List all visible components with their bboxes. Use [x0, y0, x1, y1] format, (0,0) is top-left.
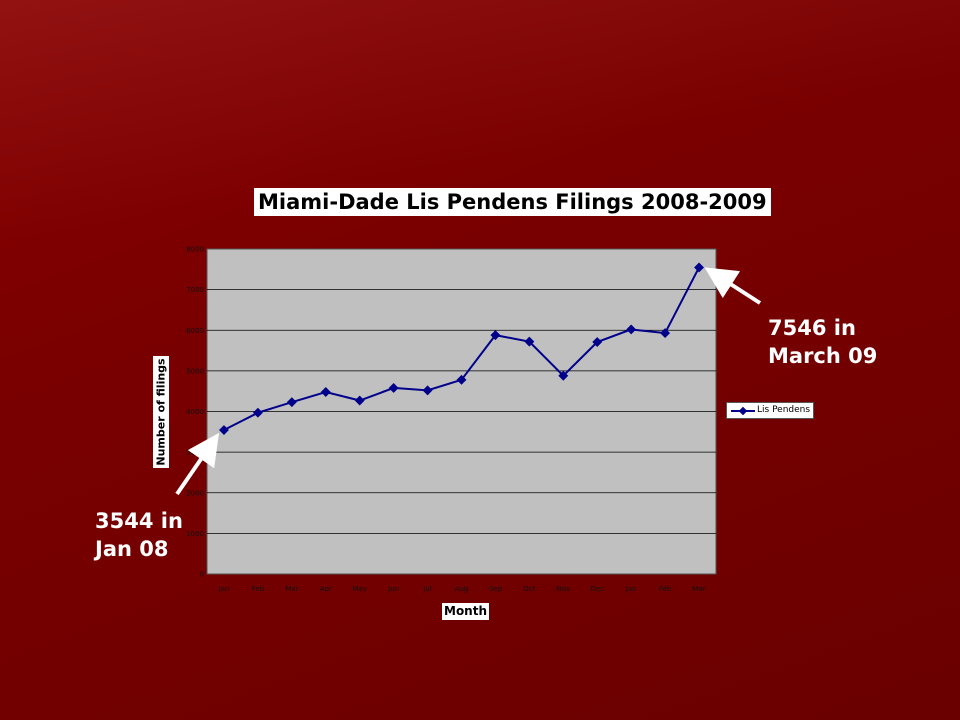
x-tick-label: Jan — [218, 585, 230, 593]
y-tick-label: 8000 — [186, 246, 204, 254]
data-point — [354, 395, 365, 406]
x-tick-label: Dec — [590, 585, 604, 593]
chart-title: Miami-Dade Lis Pendens Filings 2008-2009 — [254, 188, 771, 216]
x-tick-label: Sep — [489, 585, 503, 593]
data-point — [694, 262, 704, 273]
callout-low: 3544 in Jan 08 — [95, 509, 183, 561]
x-tick-label: May — [352, 585, 366, 593]
callout-arrow-low — [175, 432, 220, 496]
data-point — [320, 387, 331, 397]
data-point — [456, 374, 467, 385]
y-tick-label: 5000 — [186, 367, 204, 375]
x-tick-label: Apr — [320, 585, 332, 593]
y-tick-label: 0 — [200, 571, 204, 579]
y-tick-label: 2000 — [186, 489, 204, 497]
data-point — [422, 385, 433, 396]
data-point — [219, 425, 229, 435]
data-point — [388, 382, 399, 393]
data-point — [490, 330, 501, 341]
y-tick-label: 6000 — [186, 327, 204, 335]
data-point — [558, 370, 569, 381]
data-point — [592, 337, 603, 347]
x-tick-label: Jun — [387, 585, 399, 593]
x-tick-label: Feb — [659, 585, 672, 593]
x-tick-label: Jul — [422, 585, 432, 593]
y-tick-label: 7000 — [186, 286, 204, 294]
x-tick-label: Mar — [692, 585, 705, 593]
callout-high: 7546 in March 09 — [768, 316, 878, 368]
data-point — [524, 336, 535, 347]
x-axis-label: Month — [442, 603, 490, 620]
y-axis-label-box: Number of filings — [153, 356, 169, 468]
y-axis-label: Number of filings — [154, 358, 168, 466]
x-tick-label: Nov — [556, 585, 570, 593]
y-tick-label: 4000 — [186, 408, 204, 416]
data-point — [252, 407, 263, 418]
data-point — [626, 324, 637, 335]
x-tick-label: Aug — [455, 585, 469, 593]
x-tick-label: Mar — [285, 585, 298, 593]
data-point — [286, 397, 297, 408]
x-tick-label: Oct — [523, 585, 535, 593]
y-tick-label: 1000 — [186, 530, 204, 538]
data-point — [660, 328, 671, 339]
legend: Lis Pendens — [726, 402, 814, 419]
x-tick-label: Jan — [625, 585, 637, 593]
x-tick-label: Feb — [252, 585, 265, 593]
legend-label: Lis Pendens — [757, 405, 811, 415]
callout-arrow-high — [704, 267, 762, 305]
legend-swatch — [731, 406, 755, 416]
